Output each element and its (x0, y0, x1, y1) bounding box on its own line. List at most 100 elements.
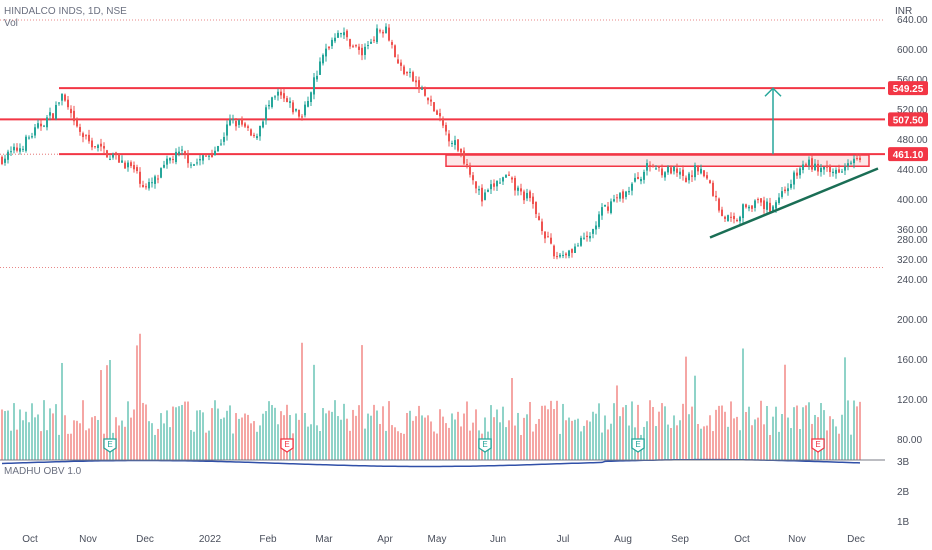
volume-bar (835, 426, 837, 460)
earnings-marker-2[interactable] (478, 438, 492, 453)
volume-bar (664, 406, 666, 460)
volume-bar (61, 362, 63, 460)
volume-bar (781, 414, 783, 460)
volume-bar (457, 411, 459, 460)
candle-body (301, 116, 303, 118)
candle-body (727, 215, 729, 221)
volume-bar (670, 428, 672, 460)
candle-body (700, 168, 702, 174)
volume-bars (1, 333, 861, 460)
candle-body (607, 206, 609, 211)
candle-body (31, 136, 33, 138)
candle-body (121, 160, 123, 163)
candle-body (52, 113, 54, 119)
candle-body (346, 30, 348, 38)
volume-bar (469, 430, 471, 460)
volume-bar (421, 415, 423, 460)
volume-bar (196, 410, 198, 460)
candle-body (124, 162, 126, 169)
candle-body (466, 164, 468, 166)
volume-bar (415, 416, 417, 460)
volume-bar (595, 413, 597, 460)
volume-bar (106, 365, 108, 460)
volume-bar (610, 423, 612, 460)
candle-body (94, 146, 96, 148)
volume-bar (805, 405, 807, 460)
candle-body (133, 165, 135, 170)
candle-body (664, 172, 666, 178)
candle-body (352, 45, 354, 47)
volume-bar (7, 410, 9, 460)
volume-bar (838, 433, 840, 460)
indicator-legend: MADHU OBV 1.0 (4, 466, 82, 477)
volume-bar (250, 423, 252, 460)
candle-body (382, 31, 384, 34)
candle-body (820, 167, 822, 173)
volume-bar (538, 418, 540, 460)
volume-bar (703, 426, 705, 460)
candle-body (103, 146, 105, 149)
candle-body (439, 113, 441, 117)
candle-body (790, 183, 792, 188)
candle-body (61, 93, 63, 101)
ascending-trendline[interactable] (709, 167, 879, 239)
volume-bar (154, 434, 156, 460)
level-tag-507.50[interactable] (888, 112, 928, 127)
volume-bar (733, 418, 735, 460)
volume-bar (676, 425, 678, 460)
volume-bar (652, 407, 654, 460)
level-tag-461.10[interactable] (888, 147, 928, 162)
candle-body (832, 171, 834, 174)
level-tag-549.25[interactable] (888, 81, 928, 96)
earnings-marker-3[interactable] (631, 438, 645, 453)
volume-bar (709, 415, 711, 460)
candle-body (838, 169, 840, 173)
volume-bar (859, 401, 861, 460)
volume-bar (295, 413, 297, 460)
candle-body (598, 214, 600, 227)
volume-bar (715, 409, 717, 460)
volume-bar (706, 425, 708, 460)
volume-bar (616, 385, 618, 460)
volume-bar (622, 407, 624, 460)
candle-body (667, 166, 669, 173)
candle-body (79, 127, 81, 132)
volume-bar (442, 416, 444, 460)
volume-bar (370, 415, 372, 460)
volume-bar (64, 415, 66, 460)
volume-bar (541, 405, 543, 460)
earnings-marker-0[interactable] (103, 438, 117, 453)
volume-bar (58, 434, 60, 460)
candle-body (163, 164, 165, 168)
earnings-marker-4[interactable] (811, 438, 825, 453)
candle-body (328, 46, 330, 49)
candle-body (637, 176, 639, 180)
candle-body (25, 136, 27, 151)
candle-body (478, 188, 480, 191)
volume-bar (799, 429, 801, 460)
volume-bar (850, 434, 852, 460)
candle-body (817, 163, 819, 172)
volume-bar (439, 409, 441, 460)
obv-tick-label: 3B (897, 457, 910, 468)
earnings-marker-1[interactable] (280, 438, 294, 453)
price-tick-label: 520.00 (897, 105, 928, 116)
candle-body (196, 162, 198, 164)
candle-body (754, 200, 756, 208)
candle-body (394, 45, 396, 58)
volume-bar (730, 401, 732, 460)
candle-body (136, 167, 138, 172)
earnings-marker-glyph: E (815, 440, 820, 449)
candle-body (559, 254, 561, 257)
volume-bar (313, 364, 315, 460)
volume-bar (130, 417, 132, 460)
candle-body (763, 200, 765, 210)
candle-body (82, 133, 84, 138)
volume-bar (232, 433, 234, 460)
volume-bar (766, 405, 768, 460)
time-tick-label: Feb (259, 534, 277, 545)
candle-body (259, 126, 261, 137)
volume-bar (46, 430, 48, 460)
candle-body (70, 108, 72, 114)
